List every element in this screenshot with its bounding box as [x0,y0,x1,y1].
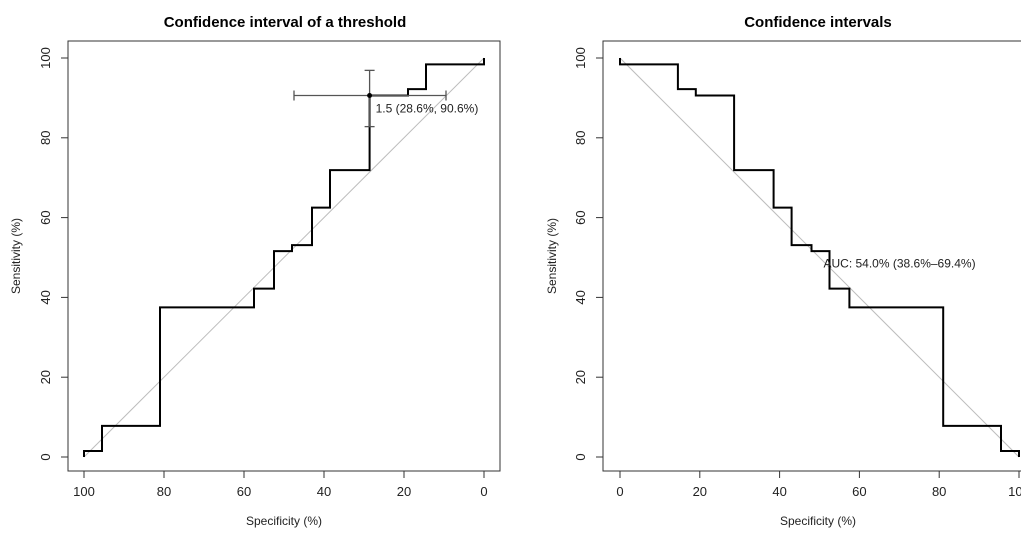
threshold-label: 1.5 (28.6%, 90.6%) [376,102,479,116]
x-ticks: 100 80 60 40 20 0 [616,471,1021,499]
y-axis-label: Sensitivity (%) [545,218,559,294]
y-tick-label: 40 [573,290,588,304]
chart-title: Confidence interval of a threshold [164,14,407,31]
x-ticks: 100 80 60 40 20 0 [73,471,488,499]
panel-auc-ci: Confidence intervals 100 80 60 40 20 0 0 20 40 6… [545,14,1021,528]
y-tick-label: 40 [38,290,53,304]
x-tick-label: 60 [852,484,866,499]
x-axis-label: Specificity (%) [780,514,856,528]
y-tick-label: 0 [38,453,53,460]
panel-threshold-ci: Confidence interval of a threshold 100 80… [9,14,501,528]
y-ticks: 0 20 40 60 80 100 [38,47,68,461]
y-tick-label: 60 [573,210,588,224]
y-tick-label: 100 [38,47,53,69]
x-tick-label: 100 [1008,484,1021,499]
roc-curve [83,58,485,457]
y-tick-label: 80 [573,131,588,145]
x-tick-label: 40 [772,484,786,499]
threshold-ci-marker [293,69,447,128]
reference-diagonal [83,57,485,458]
y-tick-label: 0 [573,453,588,460]
reference-diagonal [619,57,1020,458]
x-axis-label: Specificity (%) [246,514,322,528]
y-tick-label: 20 [573,370,588,384]
x-tick-label: 60 [237,484,251,499]
x-tick-label: 80 [157,484,171,499]
x-tick-label: 20 [397,484,411,499]
x-tick-label: 80 [932,484,946,499]
chart-title: Confidence intervals [744,14,892,31]
x-tick-label: 40 [317,484,331,499]
plot-frame [602,40,1021,472]
y-tick-label: 20 [38,370,53,384]
auc-annotation: AUC: 54.0% (38.6%–69.4%) [823,256,975,270]
plot-frame [67,40,501,472]
x-tick-label: 20 [693,484,707,499]
x-tick-label: 0 [616,484,623,499]
y-tick-label: 60 [38,210,53,224]
y-tick-label: 80 [38,131,53,145]
x-tick-label: 100 [73,484,95,499]
roc-curve [619,58,1020,457]
y-ticks: 0 20 40 60 80 100 [573,47,603,461]
y-axis-label: Sensitivity (%) [9,218,23,294]
threshold-point [367,93,373,99]
x-tick-label: 0 [480,484,487,499]
y-tick-label: 100 [573,47,588,69]
